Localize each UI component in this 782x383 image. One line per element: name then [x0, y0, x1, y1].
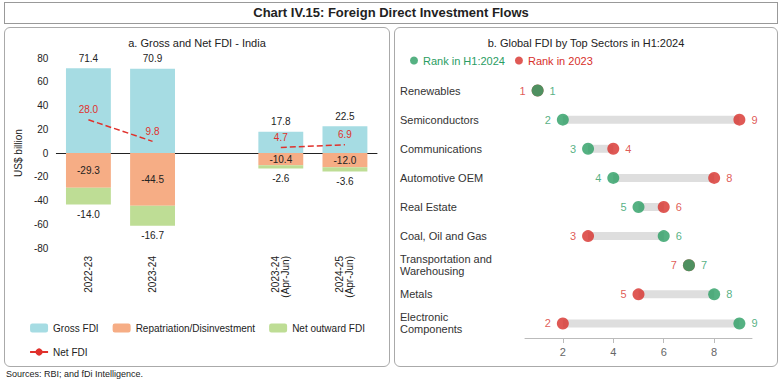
- svg-text:2023-24: 2023-24: [270, 256, 282, 293]
- svg-text:17.8: 17.8: [271, 116, 291, 127]
- svg-text:Net outward FDI: Net outward FDI: [292, 323, 365, 334]
- svg-text:Real Estate: Real Estate: [400, 201, 457, 213]
- svg-text:2: 2: [560, 346, 566, 358]
- svg-text:Communications: Communications: [400, 143, 482, 155]
- svg-text:Renewables: Renewables: [400, 85, 461, 97]
- svg-text:4: 4: [625, 143, 631, 155]
- html-text:Sources: RBI; and fDi Intellig: Sources: RBI; and fDi Intelligence.: [6, 369, 144, 379]
- svg-text:Components: Components: [400, 323, 463, 335]
- svg-text:9.8: 9.8: [146, 126, 160, 137]
- svg-text:60: 60: [37, 76, 49, 87]
- svg-text:2: 2: [545, 317, 551, 329]
- svg-text:(Apr-Jun): (Apr-Jun): [280, 256, 291, 298]
- svg-text:8: 8: [726, 172, 732, 184]
- svg-text:Coal, Oil and Gas: Coal, Oil and Gas: [400, 230, 487, 242]
- svg-text:-10.4: -10.4: [269, 154, 292, 165]
- svg-text:7: 7: [671, 259, 677, 271]
- svg-text:2024-25: 2024-25: [334, 256, 346, 293]
- svg-text:Semiconductors: Semiconductors: [400, 114, 479, 126]
- svg-text:-44.5: -44.5: [141, 174, 164, 185]
- svg-text:Warehousing: Warehousing: [400, 265, 464, 277]
- svg-text:1: 1: [519, 85, 525, 97]
- svg-text:6: 6: [661, 346, 667, 358]
- svg-text:2022-23: 2022-23: [83, 256, 94, 293]
- svg-text:Net FDI: Net FDI: [53, 347, 87, 358]
- svg-text:-20: -20: [34, 171, 49, 182]
- svg-text:20: 20: [37, 124, 49, 135]
- svg-text:22.5: 22.5: [335, 111, 355, 122]
- svg-text:-60: -60: [34, 219, 49, 230]
- svg-text:-80: -80: [34, 243, 49, 254]
- svg-text:-2.6: -2.6: [272, 173, 290, 184]
- svg-text:71.4: 71.4: [79, 53, 99, 64]
- svg-text:3: 3: [570, 143, 576, 155]
- svg-text:b. Global FDI by Top Sectors i: b. Global FDI by Top Sectors in H1:2024: [488, 37, 685, 49]
- svg-text:0: 0: [43, 148, 49, 159]
- svg-text:80: 80: [37, 53, 49, 64]
- svg-text:-40: -40: [34, 195, 49, 206]
- svg-text:6: 6: [676, 201, 682, 213]
- svg-text:4: 4: [610, 346, 616, 358]
- svg-text:2: 2: [545, 114, 551, 126]
- html-text:Chart IV.15: Foreign Direct In: Chart IV.15: Foreign Direct Investment F…: [253, 5, 529, 20]
- svg-text:Automotive OEM: Automotive OEM: [400, 172, 483, 184]
- svg-text:a. Gross and Net FDI - India: a. Gross and Net FDI - India: [128, 37, 266, 49]
- svg-text:-12.0: -12.0: [334, 155, 357, 166]
- svg-text:Gross FDI: Gross FDI: [53, 323, 99, 334]
- svg-text:8: 8: [726, 288, 732, 300]
- svg-text:9: 9: [751, 114, 757, 126]
- svg-text:US$ billion: US$ billion: [13, 129, 24, 177]
- svg-text:9: 9: [751, 317, 757, 329]
- svg-text:(Apr-Jun): (Apr-Jun): [344, 256, 355, 298]
- svg-text:-16.7: -16.7: [141, 230, 164, 241]
- svg-text:8: 8: [711, 346, 717, 358]
- svg-text:Transportation and: Transportation and: [400, 253, 495, 265]
- svg-text:4: 4: [595, 172, 601, 184]
- svg-text:Rank in 2023: Rank in 2023: [528, 55, 593, 67]
- svg-text:28.0: 28.0: [79, 104, 99, 115]
- svg-text:Repatriation/Disinvestment: Repatriation/Disinvestment: [136, 323, 256, 334]
- svg-text:3: 3: [570, 230, 576, 242]
- svg-text:-29.3: -29.3: [77, 165, 100, 176]
- svg-text:-14.0: -14.0: [77, 209, 100, 220]
- svg-text:4.7: 4.7: [274, 132, 288, 143]
- svg-text:40: 40: [37, 100, 49, 111]
- svg-text:Electronic: Electronic: [400, 311, 451, 323]
- svg-text:5: 5: [620, 201, 626, 213]
- svg-text:Metals: Metals: [400, 288, 433, 300]
- svg-text:6.9: 6.9: [338, 129, 352, 140]
- svg-text:7: 7: [701, 259, 707, 271]
- svg-text:2023-24: 2023-24: [147, 256, 158, 293]
- svg-text:5: 5: [620, 288, 626, 300]
- svg-text:-3.6: -3.6: [336, 176, 354, 187]
- svg-text:Rank in H1:2024: Rank in H1:2024: [423, 55, 505, 67]
- svg-text:6: 6: [676, 230, 682, 242]
- svg-text:1: 1: [550, 85, 556, 97]
- svg-text:70.9: 70.9: [143, 53, 163, 64]
